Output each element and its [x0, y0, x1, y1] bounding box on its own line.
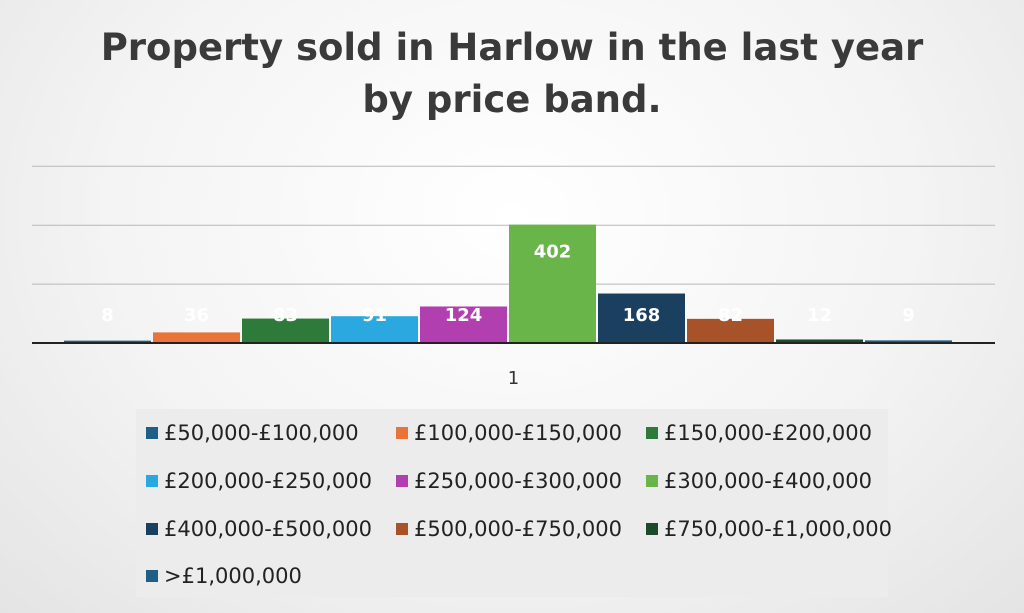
legend-swatch	[146, 475, 158, 487]
legend-entry: £500,000-£750,000	[396, 517, 622, 541]
bar-2	[153, 332, 240, 343]
legend-label: £300,000-£400,000	[664, 469, 872, 493]
legend-swatch	[146, 570, 158, 582]
legend-label: £250,000-£300,000	[414, 469, 622, 493]
bar-5	[420, 306, 507, 343]
chart-plot-area: 8 36 83 91 124 402 168 82 12 9 1	[32, 165, 995, 389]
data-label: 83	[273, 305, 298, 326]
x-tick-label: 1	[508, 368, 519, 389]
legend-entry: £400,000-£500,000	[146, 517, 372, 541]
legend-label: £500,000-£750,000	[414, 517, 622, 541]
data-label: 36	[184, 305, 209, 326]
legend-label: £50,000-£100,000	[164, 421, 359, 445]
bar-9	[776, 339, 863, 343]
legend-swatch	[146, 427, 158, 439]
legend-entry: £50,000-£100,000	[146, 421, 359, 445]
legend-swatch	[646, 427, 658, 439]
bar-3	[242, 318, 329, 343]
data-label: 124	[445, 305, 483, 326]
legend-entry: £100,000-£150,000	[396, 421, 622, 445]
legend-swatch	[396, 523, 408, 535]
bar-8	[687, 318, 774, 343]
legend-entry: £750,000-£1,000,000	[646, 517, 892, 541]
legend-entry: £250,000-£300,000	[396, 469, 622, 493]
data-label: 82	[718, 305, 743, 326]
legend-label: £150,000-£200,000	[664, 421, 872, 445]
data-label: 9	[902, 305, 915, 326]
legend-swatch	[146, 523, 158, 535]
legend-label: >£1,000,000	[164, 564, 302, 588]
data-label: 91	[362, 305, 387, 326]
data-label: 168	[623, 305, 661, 326]
bar-4	[331, 316, 418, 343]
legend-label: £100,000-£150,000	[414, 421, 622, 445]
bar-10	[865, 340, 952, 343]
legend-entry: £150,000-£200,000	[646, 421, 872, 445]
data-label: 12	[807, 305, 832, 326]
legend-swatch	[646, 475, 658, 487]
chart-legend: £50,000-£100,000 £100,000-£150,000 £150,00…	[136, 409, 892, 597]
bar-7	[598, 293, 685, 343]
bar-6	[509, 224, 596, 343]
legend-swatch	[396, 427, 408, 439]
legend-swatch	[646, 523, 658, 535]
legend-entry: £300,000-£400,000	[646, 469, 872, 493]
bar-1	[64, 340, 151, 343]
legend-label: £200,000-£250,000	[164, 469, 372, 493]
legend-label: £750,000-£1,000,000	[664, 517, 893, 541]
legend-entry: £200,000-£250,000	[146, 469, 372, 493]
chart-title: Property sold in Harlow in the last year…	[100, 26, 924, 121]
legend-swatch	[396, 475, 408, 487]
data-label: 402	[534, 242, 572, 263]
data-label: 8	[101, 305, 114, 326]
legend-label: £400,000-£500,000	[164, 517, 372, 541]
legend-entry: >£1,000,000	[146, 564, 302, 588]
